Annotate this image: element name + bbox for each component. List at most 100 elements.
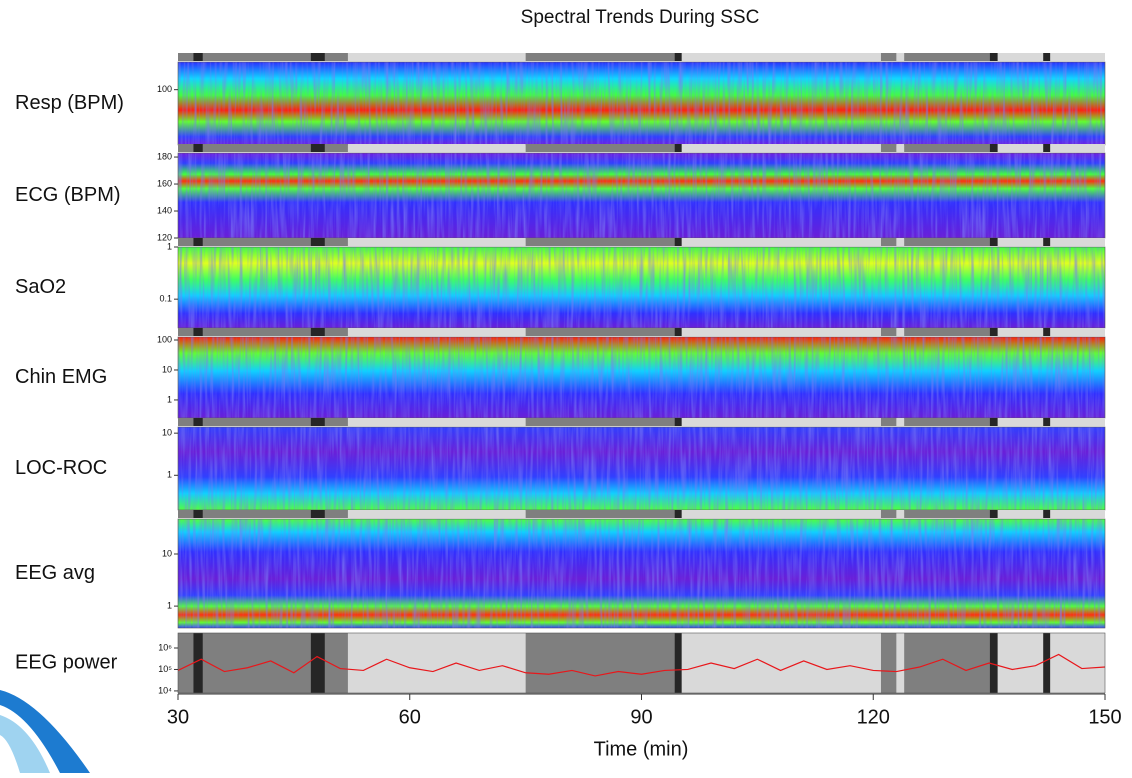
panel-label: SaO2 (15, 276, 66, 298)
event-marker (1043, 144, 1051, 152)
stage-band (676, 238, 881, 246)
panel-label: Chin EMG (15, 366, 107, 388)
event-marker (1043, 418, 1051, 426)
stage-band (347, 53, 526, 61)
event-marker (1043, 328, 1051, 336)
spectrogram-texture (178, 62, 1105, 145)
event-marker (310, 633, 325, 693)
panel-label: EEG power (15, 651, 118, 673)
event-marker (193, 418, 203, 426)
y-tick-label: 1 (167, 470, 172, 480)
y-tick-label: 10 (162, 428, 172, 438)
x-tick-label: 60 (399, 706, 421, 728)
stage-band (525, 53, 677, 61)
x-tick-label: 90 (630, 706, 652, 728)
stage-band (347, 238, 526, 246)
event-marker (989, 53, 998, 61)
stage-band (904, 633, 993, 693)
spectrogram-texture (178, 337, 1105, 418)
stage-band (904, 144, 993, 152)
decoration (0, 690, 90, 773)
stage-band (676, 510, 881, 518)
stage-band (525, 238, 677, 246)
panel-frame (177, 632, 1106, 694)
event-marker (674, 418, 682, 426)
stage-band (896, 633, 905, 693)
stage-band (525, 418, 677, 426)
stage-band (525, 144, 677, 152)
stage-band (676, 633, 881, 693)
stage-band (347, 144, 526, 152)
y-tick-label: 0.1 (159, 294, 172, 304)
y-tick-label: 10⁶ (158, 642, 172, 652)
y-tick-label: 1 (167, 394, 172, 404)
line (177, 653, 1106, 677)
event-marker (989, 418, 998, 426)
decoration (0, 715, 50, 773)
spectrogram-texture (178, 153, 1105, 238)
stage-band (880, 238, 897, 246)
event-marker (674, 144, 682, 152)
event-marker (193, 144, 203, 152)
panel-label: LOC-ROC (15, 457, 107, 479)
y-tick-label: 1 (167, 600, 172, 610)
stage-band (880, 328, 897, 336)
stage-band (880, 510, 897, 518)
y-tick-label: 180 (157, 151, 172, 161)
stage-band (896, 238, 905, 246)
y-tick-label: 100 (157, 84, 172, 94)
event-marker (193, 510, 203, 518)
stage-band (347, 633, 526, 693)
event-marker (193, 633, 203, 693)
event-marker (989, 328, 998, 336)
panel-label: Resp (BPM) (15, 92, 124, 114)
event-marker (674, 53, 682, 61)
event-marker (310, 510, 325, 518)
stage-band (896, 328, 905, 336)
stage-band (178, 53, 348, 61)
stage-band (896, 144, 905, 152)
stage-band (178, 510, 348, 518)
stage-band (347, 418, 526, 426)
x-tick-label: 30 (167, 706, 189, 728)
spectrogram-texture (178, 427, 1105, 510)
panel-label: ECG (BPM) (15, 184, 121, 206)
stage-band (347, 328, 526, 336)
event-marker (674, 510, 682, 518)
y-tick-label: 140 (157, 205, 172, 215)
y-tick-label: 100 (157, 334, 172, 344)
x-axis-label: Time (min) (594, 738, 689, 760)
stage-band (896, 510, 905, 518)
stage-band (178, 418, 348, 426)
event-marker (989, 510, 998, 518)
y-tick-label: 160 (157, 178, 172, 188)
stage-band (178, 144, 348, 152)
stage-band (525, 328, 677, 336)
event-marker (989, 144, 998, 152)
y-tick-label: 10 (162, 364, 172, 374)
stage-band (904, 238, 993, 246)
spectrogram-texture (178, 247, 1105, 328)
stage-band (676, 328, 881, 336)
event-marker (310, 53, 325, 61)
panel-label: EEG avg (15, 562, 95, 584)
stage-band (896, 53, 905, 61)
stage-band (178, 238, 348, 246)
stage-band (178, 328, 348, 336)
x-tick-label: 150 (1088, 706, 1121, 728)
stage-band (525, 510, 677, 518)
y-tick-label: 10 (162, 548, 172, 558)
event-marker (310, 238, 325, 246)
event-marker (193, 53, 203, 61)
panel-frame (177, 518, 1106, 629)
stage-band (347, 510, 526, 518)
y-tick-label: 10⁴ (158, 685, 172, 695)
event-marker (310, 328, 325, 336)
event-marker (1043, 53, 1051, 61)
x-tick-label: 120 (857, 706, 890, 728)
y-tick-label: 120 (157, 232, 172, 242)
event-marker (310, 144, 325, 152)
stage-band (904, 510, 993, 518)
